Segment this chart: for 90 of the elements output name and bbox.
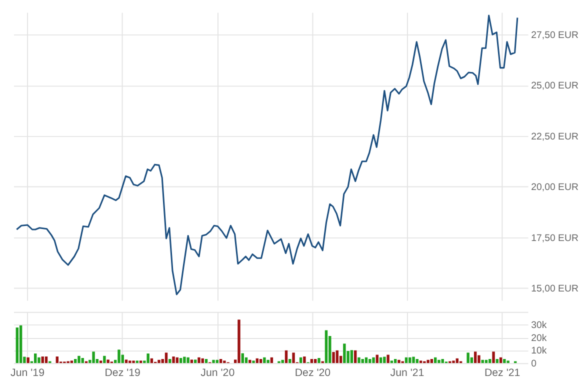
y-tick-label: 22,50 EUR (531, 131, 578, 142)
bar (252, 360, 255, 364)
bar (44, 356, 48, 364)
bar (386, 354, 390, 364)
bar (350, 350, 354, 364)
bar (288, 359, 292, 364)
bar (164, 352, 168, 364)
x-tick-label: Dez '20 (294, 367, 331, 380)
bar (412, 356, 415, 364)
y-tick-label: 10k (531, 346, 547, 357)
bar (259, 359, 262, 364)
x-tick-label: Jun '21 (390, 367, 424, 380)
bar (441, 359, 444, 364)
line-series (16, 14, 518, 296)
bar (190, 360, 194, 364)
bar (19, 325, 22, 364)
bar (194, 360, 197, 364)
bar (56, 356, 59, 364)
bar (26, 357, 30, 364)
bar (426, 360, 430, 364)
y-tick-label: 17,50 EUR (531, 232, 578, 244)
y-tick-label: 20k (531, 332, 547, 344)
x-tick-label: Dez '21 (484, 367, 520, 380)
bar (223, 360, 226, 364)
bar (34, 354, 37, 364)
bar (354, 350, 357, 364)
bar (78, 356, 80, 364)
bar (310, 359, 314, 364)
bar (314, 359, 317, 364)
bar (183, 356, 186, 364)
bar (398, 360, 400, 364)
bar (118, 350, 120, 364)
bar (343, 344, 346, 364)
bar (92, 352, 95, 364)
bar (41, 356, 44, 364)
bar (238, 320, 240, 364)
bar (198, 357, 200, 364)
bar (168, 359, 172, 364)
bar (124, 360, 128, 364)
bar (466, 352, 470, 364)
y-tick-label: 20,00 EUR (531, 182, 578, 194)
bar (496, 359, 499, 364)
bar (430, 359, 434, 364)
bar (263, 357, 266, 364)
y-tick-label: 27,50 EUR (531, 30, 578, 41)
bar (266, 360, 270, 364)
bar (219, 359, 222, 364)
y-tick-label: 15,00 EUR (531, 284, 578, 295)
bar (204, 359, 208, 364)
bar (172, 356, 175, 364)
bar (212, 360, 215, 364)
bar (452, 360, 455, 364)
bar (324, 330, 328, 364)
bar (74, 359, 77, 364)
bar (506, 360, 510, 364)
bar (488, 359, 492, 364)
bar (383, 356, 386, 364)
bar (478, 355, 480, 364)
x-tick-label: Jun '19 (10, 367, 45, 380)
bar (336, 350, 339, 364)
bar (474, 352, 477, 364)
bar (179, 358, 182, 364)
bar (372, 357, 375, 364)
bar (158, 360, 160, 364)
bar (358, 357, 360, 364)
bar (438, 360, 440, 364)
bar (81, 358, 84, 364)
bar (132, 360, 135, 364)
y-tick-label: 30k (531, 320, 547, 332)
y-tick-label: 25,00 EUR (531, 80, 578, 92)
bar (318, 358, 320, 364)
bar (103, 356, 106, 364)
bar (492, 352, 495, 364)
bar (106, 360, 110, 364)
bar (16, 328, 19, 364)
bar (146, 354, 150, 364)
bar (394, 359, 397, 364)
x-tick-label: Jun '20 (200, 367, 235, 380)
bar (332, 352, 335, 364)
bar (186, 357, 190, 364)
bar (292, 352, 295, 364)
x-tick-label: Dez '19 (104, 367, 141, 380)
bar (303, 356, 306, 364)
bar (503, 359, 506, 364)
bar (416, 359, 419, 364)
bar (38, 357, 40, 364)
y-tick-label: 0 (531, 358, 537, 370)
bar (368, 359, 372, 364)
bar (361, 359, 364, 364)
bar (284, 350, 288, 364)
